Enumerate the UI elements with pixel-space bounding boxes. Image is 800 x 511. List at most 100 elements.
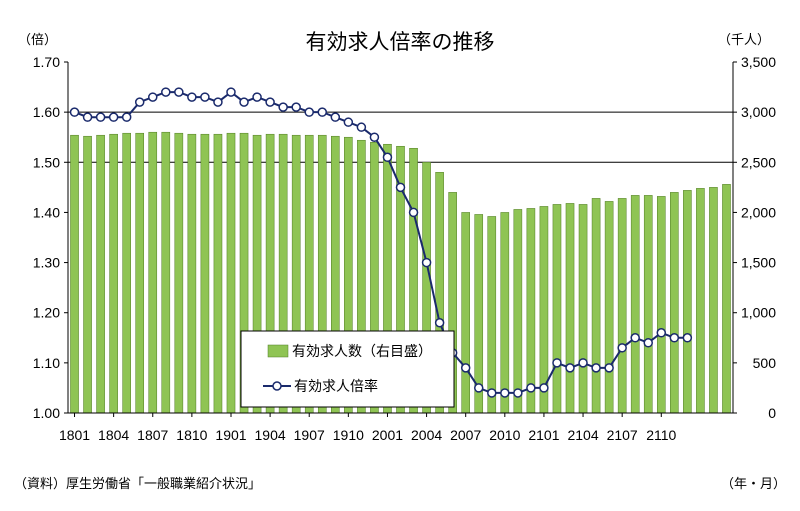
source-note: （資料）厚生労働省「一般職業紹介状況」 — [14, 476, 261, 492]
bar — [683, 190, 692, 414]
ratio-marker — [473, 383, 484, 393]
bar — [656, 196, 666, 414]
chart-title: 有効求人倍率の推移 — [306, 30, 495, 54]
bar — [122, 132, 131, 414]
left-tick-label: 1.20 — [33, 305, 60, 321]
ratio-marker — [356, 122, 367, 132]
ratio-marker — [526, 383, 536, 393]
ratio-marker — [578, 358, 588, 368]
x-tick-label: 2110 — [646, 427, 676, 443]
bar — [200, 133, 210, 414]
ratio-marker — [291, 102, 301, 112]
bar — [161, 131, 171, 414]
bar — [604, 201, 614, 414]
bar — [565, 203, 575, 414]
ratio-marker — [421, 257, 432, 268]
ratio-marker — [200, 92, 210, 102]
bar — [187, 133, 197, 414]
x-tick-label: 1904 — [255, 427, 286, 443]
legend-box — [240, 330, 455, 408]
ratio-marker — [513, 388, 523, 398]
bar — [552, 204, 562, 414]
ratio-marker — [552, 358, 562, 368]
ratio-marker — [343, 117, 354, 127]
legend-line-label: 有効求人倍率 — [294, 378, 378, 395]
bar — [174, 132, 184, 414]
legend-bar-swatch — [267, 344, 289, 358]
ratio-marker — [604, 363, 614, 373]
left-tick-label: 1.50 — [33, 154, 60, 170]
bar — [722, 184, 731, 414]
right-axis-unit: （千人） — [718, 33, 770, 48]
x-tick-label: 2107 — [607, 427, 638, 443]
bar — [461, 212, 470, 414]
bar — [526, 208, 536, 414]
bar — [500, 212, 510, 414]
ratio-marker — [643, 338, 653, 348]
bar — [643, 195, 653, 414]
bar — [617, 198, 627, 414]
bar — [83, 135, 92, 414]
ratio-marker — [369, 132, 380, 142]
line-series — [69, 87, 693, 398]
ratio-marker — [121, 112, 132, 122]
x-tick-label: 1910 — [333, 427, 364, 443]
bar-series — [70, 131, 731, 414]
ratio-marker — [539, 383, 549, 393]
ratio-marker — [330, 112, 341, 122]
bar — [696, 188, 705, 414]
left-tick-label: 1.10 — [33, 355, 60, 371]
left-tick-label: 1.40 — [33, 204, 60, 220]
x-tick-label: 1801 — [59, 427, 90, 443]
left-axis-ticks: 1.00 1.10 1.20 1.30 1.40 1.50 1.60 1.70 — [33, 54, 68, 421]
ratio-marker — [656, 328, 667, 338]
right-tick-label: 2,000 — [741, 204, 776, 220]
x-tick-label: 2001 — [372, 427, 403, 443]
ratio-marker — [565, 363, 575, 373]
left-axis-unit: （倍） — [18, 33, 57, 48]
x-axis-ticks: 1801 1804 1807 1810 1901 1904 1907 1910 2001 2004… — [59, 413, 677, 443]
bar — [148, 131, 158, 414]
legend-line-marker — [272, 381, 282, 391]
ratio-marker — [69, 107, 80, 117]
x-tick-label: 2101 — [528, 427, 559, 443]
ratio-marker — [82, 112, 93, 122]
right-tick-label: 3,500 — [741, 54, 776, 70]
ratio-marker — [174, 87, 184, 97]
ratio-marker — [382, 152, 393, 163]
right-tick-label: 500 — [753, 355, 777, 371]
ratio-marker — [434, 317, 445, 328]
ratio-marker — [108, 112, 119, 122]
bar — [578, 204, 588, 414]
ratio-marker — [682, 333, 693, 343]
x-tick-label: 1907 — [294, 427, 325, 443]
x-axis-unit: （年・月） — [721, 477, 786, 492]
bar — [670, 192, 679, 414]
bar — [226, 132, 236, 414]
right-tick-label: 1,500 — [741, 255, 776, 271]
right-tick-label: 0 — [768, 405, 776, 421]
ratio-marker — [213, 97, 223, 107]
bar — [135, 132, 145, 414]
ratio-marker — [265, 97, 275, 107]
ratio-marker — [669, 333, 680, 343]
ratio-marker — [630, 333, 640, 343]
bar — [213, 133, 223, 414]
x-tick-label: 2010 — [489, 427, 520, 443]
x-tick-label: 2104 — [567, 427, 598, 443]
ratio-marker — [395, 182, 406, 193]
bar — [70, 134, 79, 414]
ratio-marker — [148, 92, 158, 102]
left-tick-label: 1.60 — [33, 104, 60, 120]
ratio-marker — [617, 343, 627, 353]
ratio-marker — [591, 363, 601, 373]
left-tick-label: 1.30 — [33, 255, 60, 271]
ratio-marker — [317, 107, 328, 117]
ratio-marker — [239, 97, 249, 107]
x-tick-label: 1807 — [137, 427, 168, 443]
ratio-marker — [95, 112, 106, 122]
ratio-marker — [134, 97, 145, 107]
legend-bar-label: 有効求人数（右目盛） — [292, 344, 432, 360]
x-tick-label: 1810 — [176, 427, 207, 443]
